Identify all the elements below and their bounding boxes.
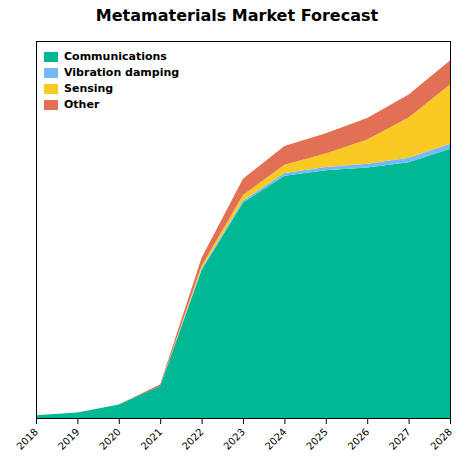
html-text:Metamaterials Market Forecast: Metamaterials Market Forecast: [95, 6, 379, 25]
svg-text:2018: 2018: [14, 426, 40, 452]
html-text:Communications: Communications: [64, 50, 167, 63]
svg-text:2028: 2028: [428, 426, 454, 452]
html-text:Sensing: Sensing: [64, 82, 114, 95]
svg-text:2026: 2026: [346, 426, 372, 452]
svg-text:2022: 2022: [180, 426, 206, 452]
svg-text:2021: 2021: [139, 426, 165, 452]
svg-text:2027: 2027: [387, 426, 413, 452]
svg-text:2020: 2020: [97, 426, 123, 452]
html-text:Vibration damping: Vibration damping: [64, 66, 180, 79]
svg-text:2025: 2025: [304, 426, 330, 452]
html-text:Other: Other: [64, 98, 100, 111]
svg-text:2023: 2023: [221, 426, 247, 452]
svg-text:2019: 2019: [56, 426, 82, 452]
svg-text:2024: 2024: [263, 426, 289, 452]
